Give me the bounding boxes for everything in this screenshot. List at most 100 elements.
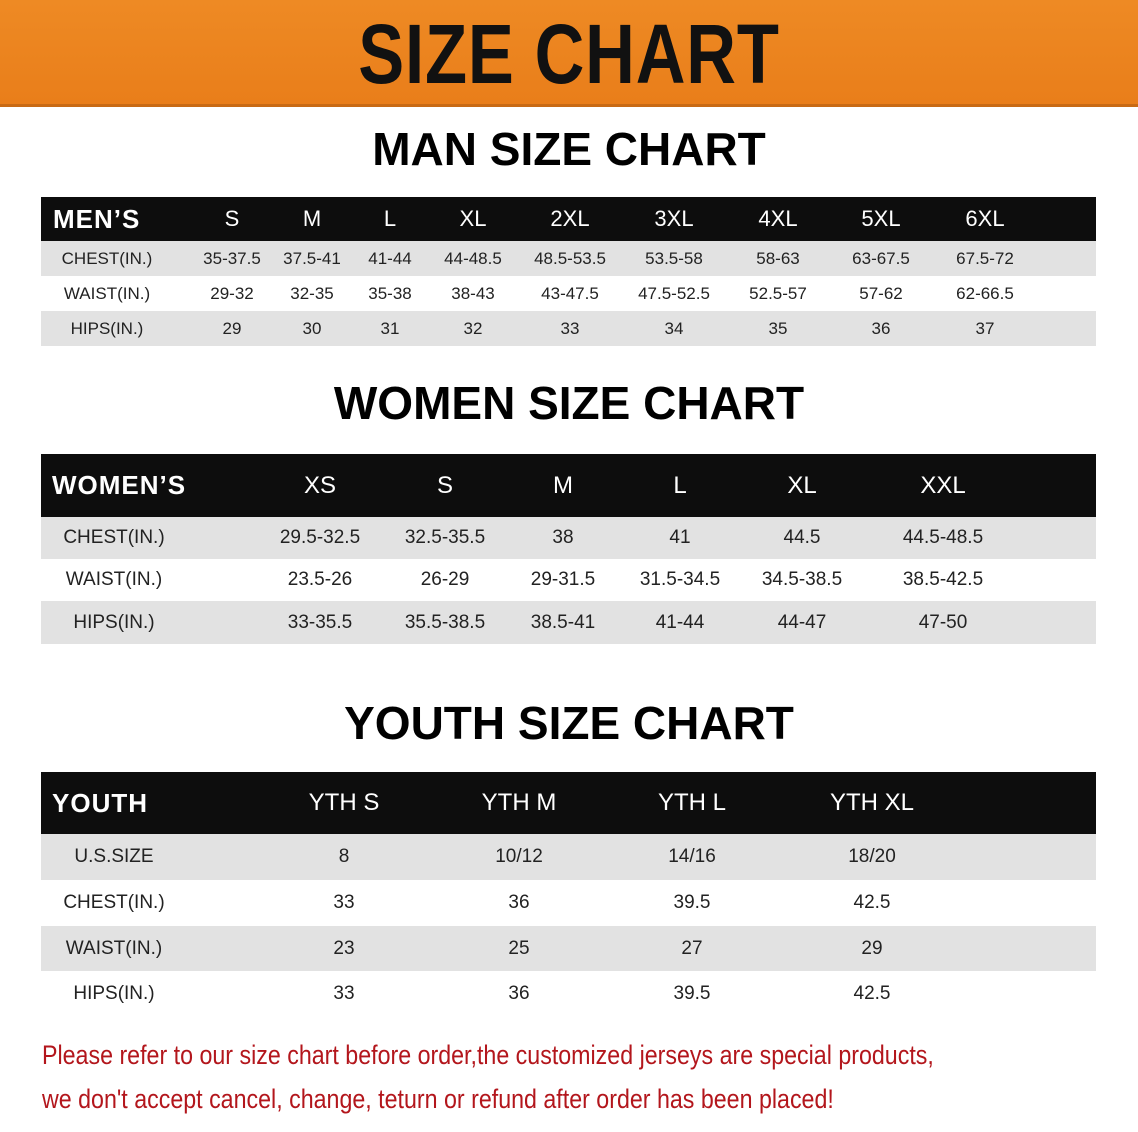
measurement-value: 8 <box>338 846 350 867</box>
size-column-header: S <box>224 206 240 231</box>
measurement-value: 33 <box>560 318 580 338</box>
measurement-value: 48.5-53.5 <box>534 248 606 268</box>
size-column-header: XXL <box>920 471 966 499</box>
measurement-value: 27 <box>681 937 703 959</box>
measurement-value: 38 <box>552 527 574 548</box>
size-column-header: M <box>302 206 322 231</box>
measurement-value: 18/20 <box>848 846 896 867</box>
measurement-value: 30 <box>302 318 322 338</box>
table-row: WAIST(IN.) 23.5-26 26-29 29-31.5 31.5-34.5 34… <box>41 559 1096 601</box>
size-column-header: 5XL <box>861 206 901 231</box>
measurement-value: 33 <box>333 982 355 1004</box>
table-row: CHEST(IN.) 33 36 39.5 42.5 <box>41 880 1096 926</box>
men-header-label: MEN’S <box>53 203 141 234</box>
measurement-value: 38.5-42.5 <box>902 569 984 590</box>
measurement-value: 36 <box>508 892 530 913</box>
men-section-title: MAN SIZE CHART <box>372 123 766 175</box>
size-column-header: YTH M <box>481 789 557 816</box>
measurement-value: 37.5-41 <box>283 248 341 268</box>
table-row: WAIST(IN.) 23 25 27 29 <box>41 926 1096 971</box>
size-column-header: XL <box>787 471 817 499</box>
table-row: HIPS(IN.) 29 30 31 32 33 34 35 36 37 <box>41 311 1096 346</box>
measurement-value: 63-67.5 <box>852 248 910 268</box>
measurement-value: 35-37.5 <box>203 248 261 268</box>
banner-title: SIZE CHART <box>358 7 780 101</box>
measurement-value: 37 <box>975 318 995 338</box>
table-row: HIPS(IN.) 33 36 39.5 42.5 <box>41 971 1096 1016</box>
measurement-label: WAIST(IN.) <box>65 569 163 590</box>
measurement-value: 53.5-58 <box>645 248 703 268</box>
measurement-value: 39.5 <box>673 982 711 1004</box>
women-table-header: WOMEN’S XS S M L XL XXL <box>41 454 1096 517</box>
measurement-value: 44.5 <box>783 527 821 548</box>
measurement-value: 42.5 <box>853 892 891 913</box>
size-column-header: YTH XL <box>829 789 915 816</box>
youth-section-title: YOUTH SIZE CHART <box>344 697 794 749</box>
size-column-header: XL <box>459 206 487 231</box>
measurement-value: 29-32 <box>210 283 254 303</box>
measurement-value: 38-43 <box>451 283 495 303</box>
measurement-label: U.S.SIZE <box>74 846 154 867</box>
size-column-header: 2XL <box>550 206 590 231</box>
measurement-value: 23 <box>333 937 355 959</box>
order-notice-line-2: we don't accept cancel, change, teturn o… <box>42 1084 834 1114</box>
measurement-value: 58-63 <box>756 248 800 268</box>
measurement-value: 36 <box>871 318 891 338</box>
size-column-header: S <box>436 471 453 499</box>
measurement-value: 31.5-34.5 <box>639 569 721 590</box>
measurement-label: CHEST(IN.) <box>63 527 165 548</box>
size-column-header: YTH S <box>308 789 380 816</box>
measurement-value: 26-29 <box>420 569 470 590</box>
measurement-value: 35 <box>768 318 788 338</box>
youth-size-table: YOUTH YTH S YTH M YTH L YTH XL U.S.SIZE 8 10/12… <box>41 772 1096 1016</box>
measurement-value: 44-47 <box>777 611 827 633</box>
measurement-value: 34 <box>664 318 684 338</box>
measurement-value: 67.5-72 <box>956 248 1014 268</box>
size-column-header: L <box>673 471 687 499</box>
measurement-value: 25 <box>508 937 530 959</box>
size-column-header: 4XL <box>758 206 798 231</box>
measurement-label: HIPS(IN.) <box>70 318 144 338</box>
measurement-value: 32 <box>463 318 483 338</box>
measurement-label: CHEST(IN.) <box>63 892 165 913</box>
men-size-table: MEN’S S M L XL 2XL 3XL 4XL 5XL 6XL CHEST(IN.) 35-37… <box>41 197 1096 346</box>
measurement-label: CHEST(IN.) <box>61 248 153 268</box>
table-row: CHEST(IN.) 35-37.5 37.5-41 41-44 44-48.5 48.5… <box>41 241 1096 276</box>
measurement-value: 29-31.5 <box>530 569 596 590</box>
size-column-header: M <box>553 471 573 499</box>
measurement-value: 57-62 <box>859 283 903 303</box>
women-header-label: WOMEN’S <box>52 470 187 500</box>
youth-table-header: YOUTH YTH S YTH M YTH L YTH XL <box>41 772 1096 834</box>
measurement-value: 31 <box>380 318 400 338</box>
measurement-value: 43-47.5 <box>541 283 599 303</box>
measurement-value: 14/16 <box>668 846 716 867</box>
measurement-value: 38.5-41 <box>530 611 596 633</box>
measurement-value: 10/12 <box>495 846 543 867</box>
size-column-header: XS <box>303 471 336 499</box>
measurement-value: 52.5-57 <box>749 283 807 303</box>
table-row: CHEST(IN.) 29.5-32.5 32.5-35.5 38 41 44.5 44.5… <box>41 517 1096 559</box>
measurement-value: 34.5-38.5 <box>761 569 843 590</box>
measurement-value: 35-38 <box>368 283 412 303</box>
measurement-value: 41-44 <box>655 611 705 633</box>
youth-header-label: YOUTH <box>52 787 148 818</box>
measurement-value: 33 <box>333 892 355 913</box>
size-column-header: 6XL <box>965 206 1005 231</box>
measurement-value: 41 <box>669 527 691 548</box>
table-row: HIPS(IN.) 33-35.5 35.5-38.5 38.5-41 41-44 44-… <box>41 601 1096 644</box>
size-column-header: YTH L <box>657 789 726 816</box>
measurement-value: 32.5-35.5 <box>404 527 486 548</box>
measurement-value: 47-50 <box>918 611 968 633</box>
table-row: U.S.SIZE 8 10/12 14/16 18/20 <box>41 834 1096 880</box>
size-column-header: L <box>383 206 397 231</box>
measurement-value: 29 <box>861 937 883 959</box>
measurement-value: 41-44 <box>368 248 412 268</box>
measurement-value: 23.5-26 <box>287 569 353 590</box>
measurement-value: 42.5 <box>853 982 891 1004</box>
measurement-label: WAIST(IN.) <box>65 937 163 959</box>
order-notice-line-1: Please refer to our size chart before or… <box>42 1040 934 1070</box>
measurement-value: 35.5-38.5 <box>404 611 486 633</box>
measurement-label: HIPS(IN.) <box>73 982 155 1004</box>
measurement-value: 44.5-48.5 <box>902 527 984 548</box>
size-chart-banner: SIZE CHART <box>0 0 1138 107</box>
